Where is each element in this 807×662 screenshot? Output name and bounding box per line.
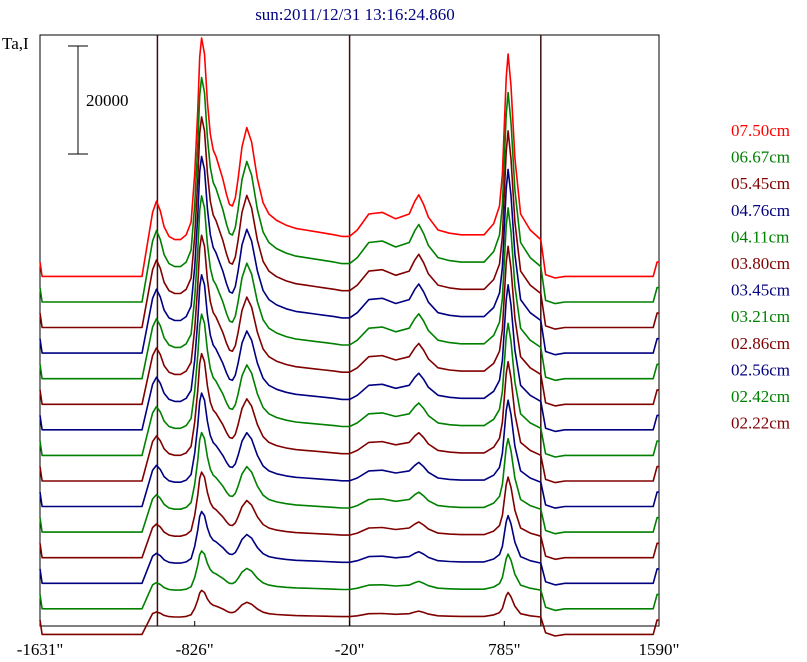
series-line-11 [39,471,659,561]
x-tick-label-1: -826" [176,640,214,659]
series-line-10 [39,431,659,535]
legend-entry-5: 03.80cm [731,254,790,273]
legend-entry-3: 04.76cm [731,201,790,220]
legend-entry-0: 07.50cm [731,121,790,140]
series-line-12 [39,510,659,586]
legend-entry-11: 02.22cm [731,414,790,433]
legend-entry-9: 02.56cm [731,360,790,379]
series-line-9 [39,392,659,509]
series-line-7 [39,313,659,458]
series-line-13 [39,550,659,612]
series-line-8 [39,352,659,484]
y-axis-label: Ta,I [2,34,29,53]
x-tick-label-3: 785" [488,640,520,659]
legend-entry-8: 02.86cm [731,334,790,353]
series-line-5 [39,234,659,407]
legend-entry-4: 04.11cm [731,227,789,246]
series-line-0 [39,37,659,279]
legend-entry-1: 06.67cm [731,148,790,167]
x-tick-label-2: -20" [335,640,365,659]
series-line-4 [39,195,659,382]
chart-title: sun:2011/12/31 13:16:24.860 [255,5,455,24]
series-line-1 [39,76,659,305]
series-line-2 [39,116,659,330]
legend-entry-6: 03.45cm [731,281,790,300]
x-tick-label-4: 1590" [639,640,680,659]
series-line-6 [39,274,659,433]
legend-entry-10: 02.42cm [731,387,790,406]
x-tick-label-0: -1631" [17,640,64,659]
series-line-3 [39,155,659,356]
legend-entry-2: 05.45cm [731,174,790,193]
scale-bar-label: 20000 [86,91,129,110]
legend-entry-7: 03.21cm [731,307,790,326]
series-line-14 [39,589,659,637]
